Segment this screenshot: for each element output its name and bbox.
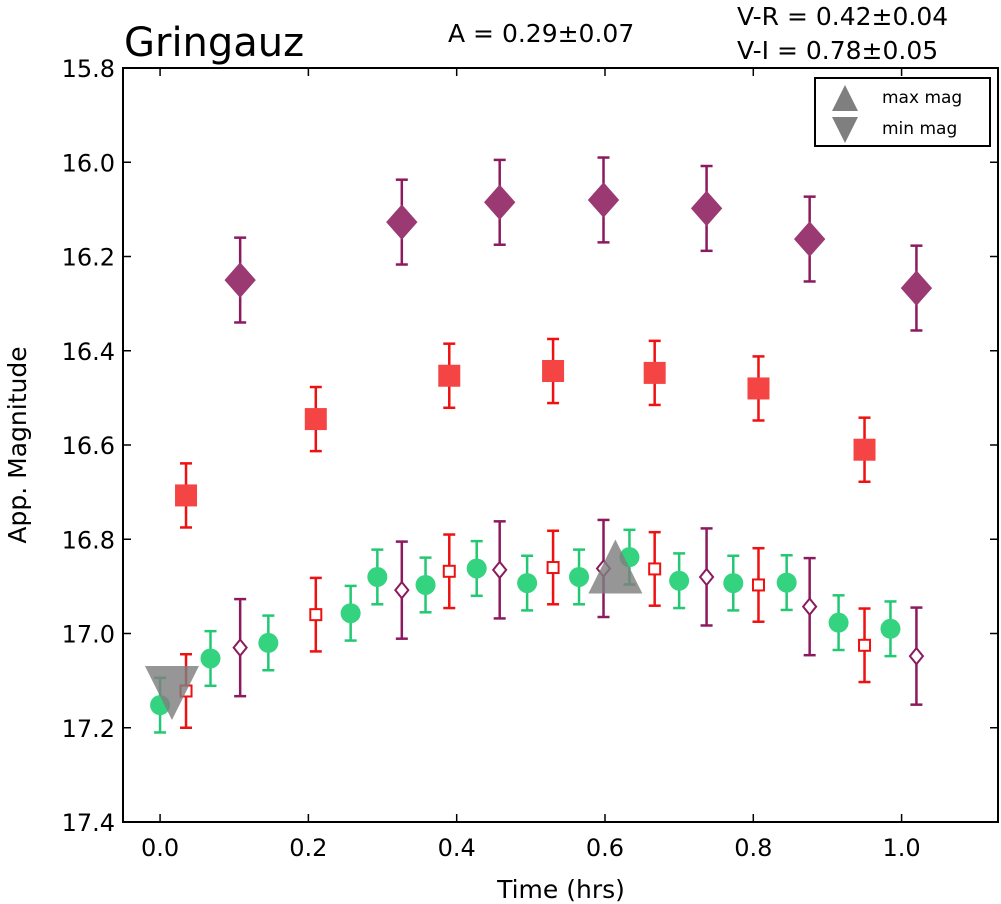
- data-point-diamond: [690, 190, 723, 227]
- x-tick-label: 0.6: [586, 834, 624, 862]
- data-point-circle: [669, 570, 690, 591]
- y-tick-label: 16.0: [62, 149, 115, 177]
- y-tick-label: 16.8: [62, 526, 115, 554]
- data-point-open-square: [309, 608, 323, 622]
- data-point-square: [542, 360, 565, 383]
- data-point-circle: [517, 573, 538, 594]
- legend-min-mag-icon: [832, 117, 858, 143]
- data-point-open-square: [648, 562, 662, 576]
- data-point-diamond: [224, 262, 256, 298]
- data-point-square: [853, 438, 876, 461]
- data-point-circle: [258, 632, 279, 653]
- legend: max mag min mag: [814, 77, 991, 147]
- y-tick-label: 16.4: [62, 338, 115, 366]
- data-point-square: [175, 484, 198, 507]
- v-i-annotation: V-I = 0.78±0.05: [737, 36, 938, 65]
- data-point-circle: [415, 574, 436, 595]
- y-tick-label: 17.4: [62, 809, 115, 837]
- plot-frame: [122, 67, 999, 823]
- data-point-circle: [828, 612, 849, 633]
- data-point-circle: [880, 618, 901, 639]
- data-point-open-square: [858, 638, 872, 652]
- chart-title: Gringauz: [124, 20, 304, 66]
- axis-ticks: 0.0 0.2 0.4 0.6 0.8 1.0 15.8 16.0 16.2 16.4 16.6 16…: [62, 55, 998, 862]
- x-tick-label: 0.4: [438, 834, 476, 862]
- x-tick-label: 0.0: [141, 834, 179, 862]
- data-point-square: [438, 364, 461, 387]
- data-point-open-diamond: [394, 580, 410, 600]
- data-point-diamond: [793, 221, 826, 257]
- data-point-open-diamond: [698, 567, 715, 587]
- y-axis-label: App. Magnitude: [3, 346, 32, 543]
- data-point-square: [643, 361, 666, 384]
- data-point-diamond: [484, 184, 516, 221]
- min-mag-marker: [144, 665, 199, 720]
- legend-max-mag-icon: [832, 85, 858, 111]
- data-point-diamond: [587, 182, 620, 218]
- x-tick-label: 1.0: [883, 834, 921, 862]
- y-tick-label: 17.0: [62, 621, 115, 649]
- data-point-open-diamond: [801, 597, 818, 617]
- data-point-circle: [340, 603, 361, 624]
- y-tick-label: 17.2: [62, 715, 115, 743]
- data-marks: [144, 156, 933, 734]
- data-point-diamond: [386, 204, 418, 240]
- y-tick-label: 15.8: [62, 55, 115, 83]
- data-point-square: [747, 377, 770, 400]
- data-point-circle: [776, 572, 797, 593]
- data-point-open-square: [751, 578, 765, 592]
- data-point-diamond: [900, 270, 933, 306]
- data-point-circle: [466, 558, 487, 579]
- data-point-open-diamond: [232, 638, 248, 658]
- data-point-circle: [367, 566, 388, 587]
- max-mag-marker: [588, 539, 643, 594]
- data-point-open-square: [546, 561, 560, 575]
- amplitude-annotation: A = 0.29±0.07: [448, 19, 634, 48]
- y-tick-label: 16.6: [62, 432, 115, 460]
- x-axis-label: Time (hrs): [496, 875, 625, 904]
- data-point-square: [304, 408, 327, 431]
- legend-max-mag-label: max mag: [882, 88, 962, 108]
- data-point-open-square: [442, 564, 456, 578]
- y-tick-label: 16.2: [62, 244, 115, 272]
- v-r-annotation: V-R = 0.42±0.04: [737, 2, 948, 31]
- data-point-circle: [200, 648, 221, 669]
- x-tick-label: 0.2: [289, 834, 327, 862]
- data-point-circle: [723, 573, 744, 594]
- legend-min-mag-label: min mag: [882, 119, 957, 139]
- x-tick-label: 0.8: [734, 834, 772, 862]
- data-point-open-diamond: [491, 560, 508, 580]
- data-point-open-diamond: [908, 646, 925, 666]
- data-point-circle: [569, 566, 590, 587]
